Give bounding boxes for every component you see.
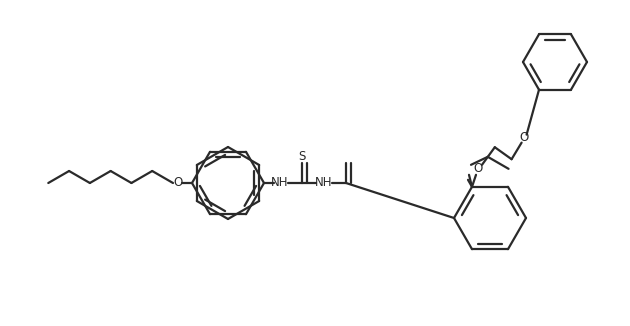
Text: NH: NH — [272, 176, 289, 189]
Text: NH: NH — [315, 176, 333, 189]
Text: O: O — [173, 176, 183, 189]
Text: O: O — [473, 162, 483, 175]
Text: O: O — [519, 131, 528, 144]
Text: S: S — [299, 150, 306, 162]
